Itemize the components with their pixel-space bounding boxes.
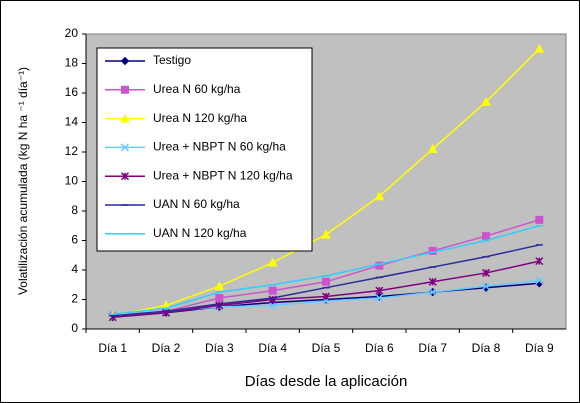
marker: [268, 286, 277, 295]
x-tick-label: Día 3: [205, 341, 234, 355]
y-tick-label: 14: [65, 115, 79, 129]
marker: [481, 282, 491, 291]
legend-label: Urea N 120 kg/ha: [153, 111, 247, 125]
marker: [120, 113, 130, 123]
y-tick-label: 4: [71, 262, 78, 276]
y-tick-label: 20: [65, 26, 79, 40]
marker: [535, 215, 544, 224]
legend-label: Testigo: [153, 53, 191, 67]
marker: [120, 56, 130, 66]
y-tick-label: 12: [65, 144, 79, 158]
marker: [267, 257, 278, 267]
marker: [321, 229, 331, 239]
marker: [120, 172, 130, 181]
marker: [535, 257, 544, 266]
marker: [481, 268, 491, 277]
marker: [322, 277, 330, 286]
y-tick-label: 2: [71, 292, 78, 306]
legend-box: [96, 47, 313, 252]
marker: [534, 43, 545, 53]
x-tick-label: Día 4: [258, 341, 287, 355]
x-tick-label: Día 9: [525, 341, 554, 355]
y-tick-label: 0: [71, 321, 78, 335]
y-tick-label: 18: [65, 56, 79, 70]
marker: [120, 143, 130, 152]
y-tick-label: 10: [65, 174, 79, 188]
marker: [375, 286, 384, 295]
marker: [427, 143, 438, 154]
x-tick-label: Día 6: [365, 341, 394, 355]
y-tick-label: 16: [65, 85, 79, 99]
marker: [428, 288, 437, 297]
marker: [482, 232, 490, 241]
marker: [428, 277, 437, 286]
marker: [215, 294, 224, 303]
x-tick-label: Día 5: [312, 341, 341, 355]
legend-label: UAN N 120 kg/ha: [153, 226, 247, 240]
x-tick-label: Día 1: [98, 341, 127, 355]
marker: [268, 301, 277, 310]
x-tick-label: Día 2: [152, 341, 181, 355]
x-tick-label: Día 8: [472, 341, 501, 355]
legend-label: Urea + NBPT N 60 kg/ha: [153, 140, 286, 154]
marker: [535, 276, 544, 285]
y-axis-label: Volatilización acumulada (kg N ha ⁻¹ día…: [16, 67, 30, 295]
marker: [321, 292, 331, 301]
legend-label: UAN N 60 kg/ha: [153, 197, 240, 211]
marker: [121, 85, 129, 94]
x-axis-label: Días desde la aplicación: [245, 373, 408, 390]
y-tick-label: 6: [71, 233, 78, 247]
marker: [374, 191, 385, 201]
legend-label: Urea N 60 kg/ha: [153, 82, 241, 96]
y-tick-label: 8: [71, 203, 78, 217]
legend-label: Urea + NBPT N 120 kg/ha: [153, 168, 293, 182]
x-tick-label: Día 7: [418, 341, 447, 355]
marker: [481, 96, 491, 106]
marker: [214, 281, 225, 291]
marker: [375, 293, 384, 303]
